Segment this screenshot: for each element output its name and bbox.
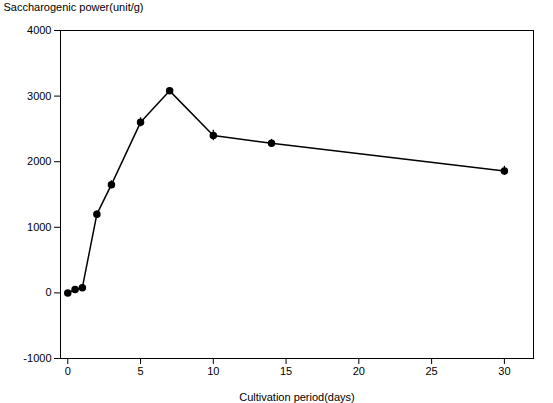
svg-text:3000: 3000 (27, 90, 51, 102)
svg-text:-1000: -1000 (23, 352, 51, 364)
svg-text:2000: 2000 (27, 155, 51, 167)
svg-text:1000: 1000 (27, 221, 51, 233)
svg-text:10: 10 (207, 365, 219, 377)
svg-text:Saccharogenic power(unit/g): Saccharogenic power(unit/g) (4, 1, 144, 13)
svg-text:4000: 4000 (27, 24, 51, 36)
svg-text:20: 20 (353, 365, 365, 377)
svg-text:5: 5 (137, 365, 143, 377)
svg-text:25: 25 (425, 365, 437, 377)
svg-text:0: 0 (45, 286, 51, 298)
svg-text:Cultivation period(days): Cultivation period(days) (239, 391, 355, 403)
svg-text:0: 0 (65, 365, 71, 377)
svg-text:30: 30 (498, 365, 510, 377)
svg-text:15: 15 (280, 365, 292, 377)
